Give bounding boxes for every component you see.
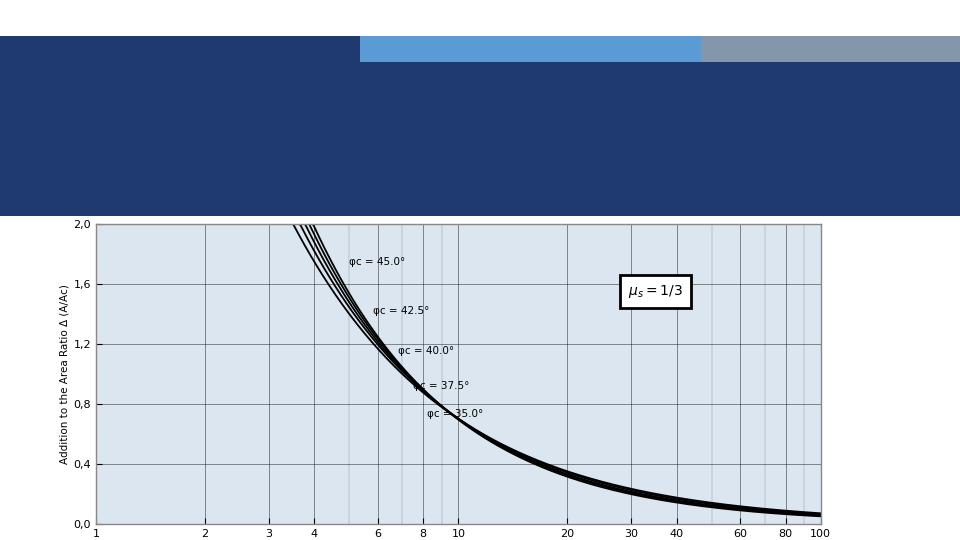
Y-axis label: Addition to the Area Ratio Δ (A/Aᴄ): Addition to the Area Ratio Δ (A/Aᴄ) (60, 284, 69, 464)
Text: φᴄ = 35.0°: φᴄ = 35.0° (427, 409, 484, 420)
Text: RATIO WITH THE RATIO OF THE CONSTRAINED MODULI: RATIO WITH THE RATIO OF THE CONSTRAINED … (24, 167, 706, 187)
Text: φᴄ = 40.0°: φᴄ = 40.0° (397, 347, 454, 356)
Text: VARIATION OF ADDITIONAL AMOUNT ON THE AREA: VARIATION OF ADDITIONAL AMOUNT ON THE AR… (24, 98, 657, 118)
Text: φᴄ = 42.5°: φᴄ = 42.5° (372, 306, 429, 316)
Text: φᴄ = 45.0°: φᴄ = 45.0° (349, 256, 405, 267)
Text: φᴄ = 37.5°: φᴄ = 37.5° (413, 381, 469, 391)
Text: $\mu_s = 1/3$: $\mu_s = 1/3$ (628, 283, 683, 300)
